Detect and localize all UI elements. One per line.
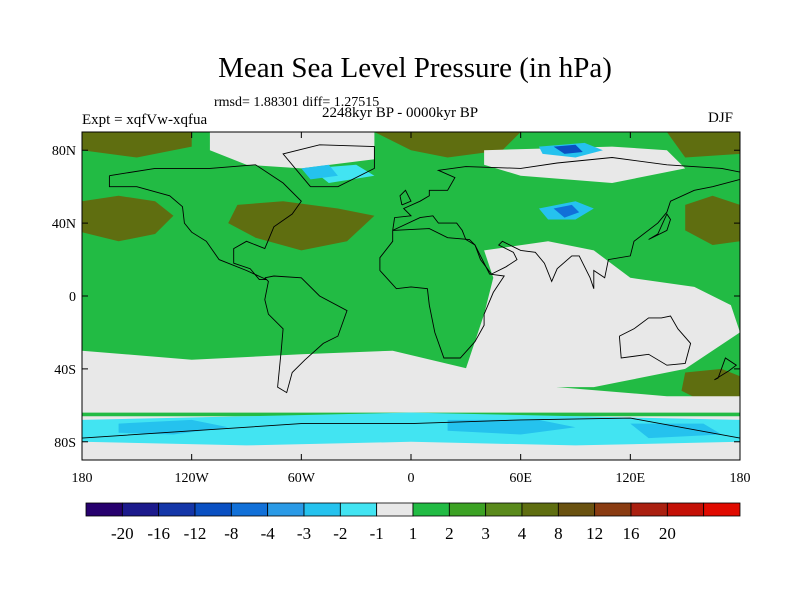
colorbar-label: 3	[481, 524, 490, 543]
anomaly-region	[465, 241, 740, 388]
x-tick-label: 180	[730, 471, 751, 486]
coastline	[82, 417, 740, 439]
period-label: 2248kyr BP - 0000kyr BP	[322, 105, 479, 121]
x-tick-label: 60W	[288, 471, 316, 486]
colorbar-label: -20	[111, 524, 134, 543]
colorbar-swatch	[521, 502, 559, 517]
coastline	[618, 315, 692, 366]
colorbar-swatch	[666, 502, 705, 517]
coastline	[648, 213, 671, 240]
anomaly-region	[82, 350, 740, 413]
x-tick-label: 120W	[175, 471, 210, 486]
anomaly-region	[228, 201, 375, 251]
colorbar-swatch	[267, 502, 305, 517]
colorbar-label: 2	[445, 524, 454, 543]
pressure-anomaly-regions	[82, 132, 740, 460]
colorbar-label: 12	[586, 524, 603, 543]
chart-title: Mean Sea Level Pressure (in hPa)	[218, 52, 612, 84]
y-tick-label: 80S	[54, 436, 76, 451]
colorbar-label: 20	[659, 524, 676, 543]
colorbar-swatch	[557, 502, 596, 517]
anomaly-region	[630, 423, 722, 439]
colorbar-swatch	[85, 502, 123, 517]
coastline	[379, 228, 505, 359]
colorbar: -20 -16 -12 -8 -4 -3 -2 -1 1 2 3 4 8 12 16 20	[85, 502, 741, 543]
colorbar-swatch	[485, 502, 523, 517]
colorbar-label: -8	[224, 524, 238, 543]
y-tick-label: 40S	[54, 363, 76, 378]
colorbar-label: 1	[409, 524, 418, 543]
anomaly-region	[82, 412, 740, 446]
anomaly-region	[553, 204, 580, 218]
colorbar-label: 16	[623, 524, 640, 543]
coastline	[392, 157, 740, 289]
colorbar-swatch	[448, 502, 487, 517]
colorbar-swatch	[630, 502, 668, 517]
season-label: DJF	[708, 110, 734, 126]
anomaly-region	[685, 195, 740, 245]
anomaly-region	[82, 132, 192, 158]
anomaly-region	[118, 419, 229, 435]
colorbar-swatch	[594, 502, 632, 517]
colorbar-label: -16	[147, 524, 170, 543]
anomaly-region	[553, 144, 583, 154]
colorbar-label: 8	[554, 524, 563, 543]
colorbar-swatch	[376, 502, 414, 517]
coastline	[714, 357, 738, 381]
experiment-label: Expt = xqfVw-xqfua	[82, 112, 208, 128]
colorbar-label: -1	[370, 524, 384, 543]
y-tick-label: 80N	[52, 144, 76, 159]
colorbar-label: -4	[261, 524, 276, 543]
colorbar-swatch	[158, 502, 196, 517]
anomaly-region	[447, 419, 576, 435]
anomaly-region	[666, 132, 740, 158]
y-tick-label: 0	[69, 290, 76, 305]
anomaly-region	[301, 164, 338, 180]
colorbar-swatch	[339, 502, 378, 517]
anomaly-region	[681, 368, 740, 402]
stats-label: rmsd= 1.88301 diff= 1.27515	[214, 95, 380, 110]
colorbar-swatch	[121, 502, 160, 517]
x-tick-label: 0	[408, 471, 415, 486]
colorbar-swatch	[303, 502, 341, 517]
colorbar-label: -12	[184, 524, 207, 543]
colorbar-swatch	[412, 502, 450, 517]
x-tick-label: 120E	[616, 471, 646, 486]
colorbar-label: -2	[333, 524, 347, 543]
axis-ticks: 180 120W 60W 0 60E 120E 180 80N 40N 0 40S 80S	[52, 132, 751, 486]
colorbar-label: -3	[297, 524, 311, 543]
x-tick-label: 60E	[509, 471, 532, 486]
coastline	[108, 164, 302, 281]
anomaly-region	[82, 195, 174, 242]
colorbar-swatch	[703, 502, 741, 517]
colorbar-swatch	[194, 502, 232, 517]
anomaly-region	[209, 132, 375, 169]
colorbar-label: 4	[518, 524, 527, 543]
x-tick-label: 180	[72, 471, 93, 486]
anomaly-region	[484, 146, 686, 183]
y-tick-label: 40N	[52, 217, 76, 232]
coastline	[264, 275, 348, 394]
colorbar-swatch	[230, 502, 269, 517]
coastlines	[82, 144, 740, 439]
coastline	[282, 144, 375, 188]
coastline	[399, 189, 412, 206]
